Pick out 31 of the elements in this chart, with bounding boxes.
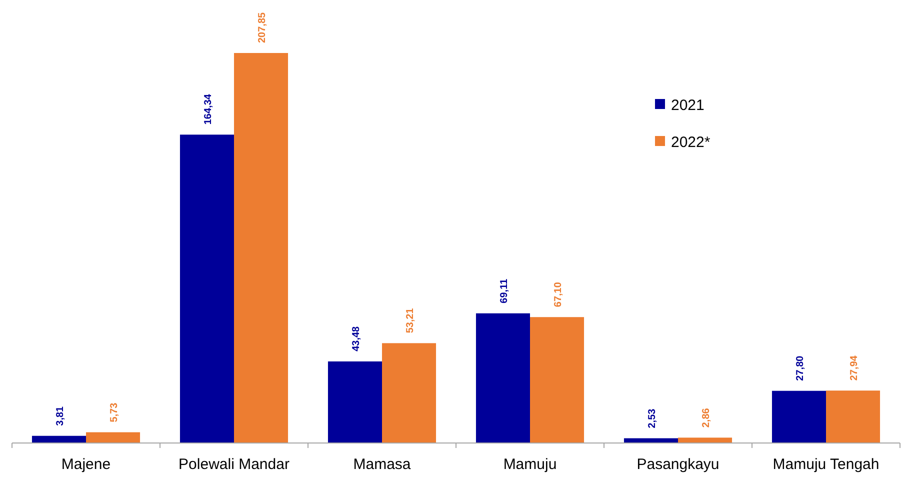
bar xyxy=(328,361,382,443)
x-tick-label: Mamuju xyxy=(503,456,557,473)
data-label: 3,81 xyxy=(54,406,66,426)
bar xyxy=(86,432,140,443)
data-label: 5,73 xyxy=(109,402,120,422)
data-label: 53,21 xyxy=(405,308,416,334)
x-tick-label: Majene xyxy=(61,456,111,473)
bar xyxy=(530,317,584,443)
data-label: 2,86 xyxy=(701,408,712,428)
data-label: 207,85 xyxy=(257,12,268,43)
x-tick-label: Pasangkayu xyxy=(636,456,720,473)
data-label: 43,48 xyxy=(350,326,362,352)
legend-label: 2022* xyxy=(671,134,710,151)
bar xyxy=(180,134,234,443)
bar xyxy=(678,438,732,443)
bar xyxy=(826,390,880,443)
bar xyxy=(32,436,86,443)
data-label: 164,34 xyxy=(202,94,214,125)
bar xyxy=(382,343,436,443)
data-label: 27,80 xyxy=(794,355,806,381)
bar xyxy=(772,390,826,443)
x-tick-label: Mamuju Tengah xyxy=(772,456,880,473)
bar xyxy=(234,53,288,443)
data-label: 69,11 xyxy=(498,278,510,304)
data-label: 27,94 xyxy=(849,355,860,381)
x-tick-label: Mamasa xyxy=(353,456,412,473)
legend-label: 2021 xyxy=(671,97,704,114)
bar xyxy=(476,313,530,443)
x-tick-label: Polewali Mandar xyxy=(178,456,290,473)
data-label: 2,53 xyxy=(646,408,658,428)
data-label: 67,10 xyxy=(553,282,564,308)
